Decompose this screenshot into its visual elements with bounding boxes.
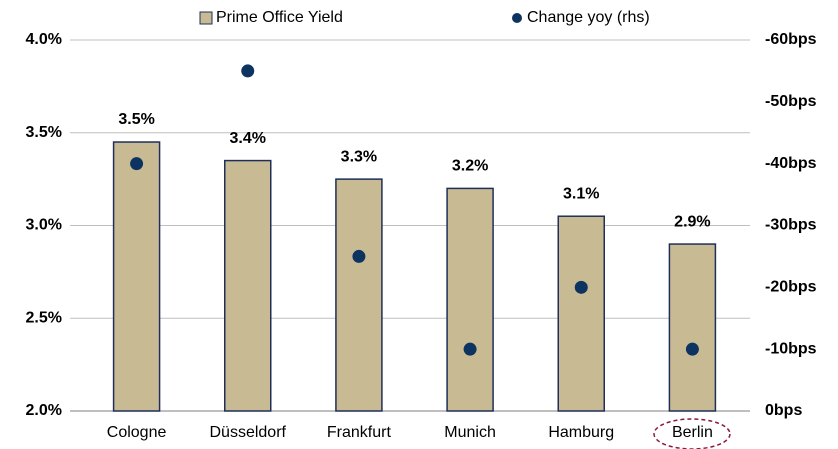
y2-tick-label: -30bps <box>765 217 817 234</box>
y2-tick-label: -40bps <box>765 155 817 172</box>
y2-tick-label: -10bps <box>765 340 817 357</box>
y2-tick-label: -20bps <box>765 279 817 296</box>
data-label: 3.3% <box>341 148 377 165</box>
y2-tick-label: -60bps <box>765 31 817 48</box>
data-label: 3.2% <box>452 158 488 175</box>
x-tick-label: Munich <box>444 424 496 441</box>
data-label: 3.4% <box>230 130 266 147</box>
x-tick-label: Düsseldorf <box>210 424 287 441</box>
dot <box>352 249 366 263</box>
y-tick-label: 2.0% <box>26 402 62 419</box>
bar <box>668 243 717 412</box>
dot <box>463 342 477 356</box>
data-label: 3.5% <box>118 111 154 128</box>
bar <box>335 178 383 412</box>
legend-label: Prime Office Yield <box>216 9 343 26</box>
legend-swatch <box>199 11 213 25</box>
y2-tick-label: -50bps <box>765 93 817 110</box>
x-tick-label: Frankfurt <box>327 424 392 441</box>
x-tick-label: Cologne <box>107 424 167 441</box>
x-tick-label: Berlin <box>672 424 713 441</box>
data-label: 2.9% <box>674 213 710 230</box>
highlight-ellipse <box>653 418 731 449</box>
data-label: 3.1% <box>563 185 599 202</box>
dot <box>685 342 699 356</box>
y-tick-label: 3.0% <box>26 217 62 234</box>
y-tick-label: 3.5% <box>26 124 62 141</box>
legend-label: Change yoy (rhs) <box>527 9 650 26</box>
bar <box>224 159 272 412</box>
dot <box>241 64 255 78</box>
dot <box>574 280 588 294</box>
y-tick-label: 4.0% <box>26 31 62 48</box>
dot <box>130 157 144 171</box>
bar <box>112 141 161 412</box>
bar <box>557 215 605 412</box>
y2-tick-label: 0bps <box>765 402 802 419</box>
legend-swatch <box>512 13 522 23</box>
y-tick-label: 2.5% <box>26 309 62 326</box>
bar <box>446 187 494 412</box>
x-tick-label: Hamburg <box>548 424 614 441</box>
